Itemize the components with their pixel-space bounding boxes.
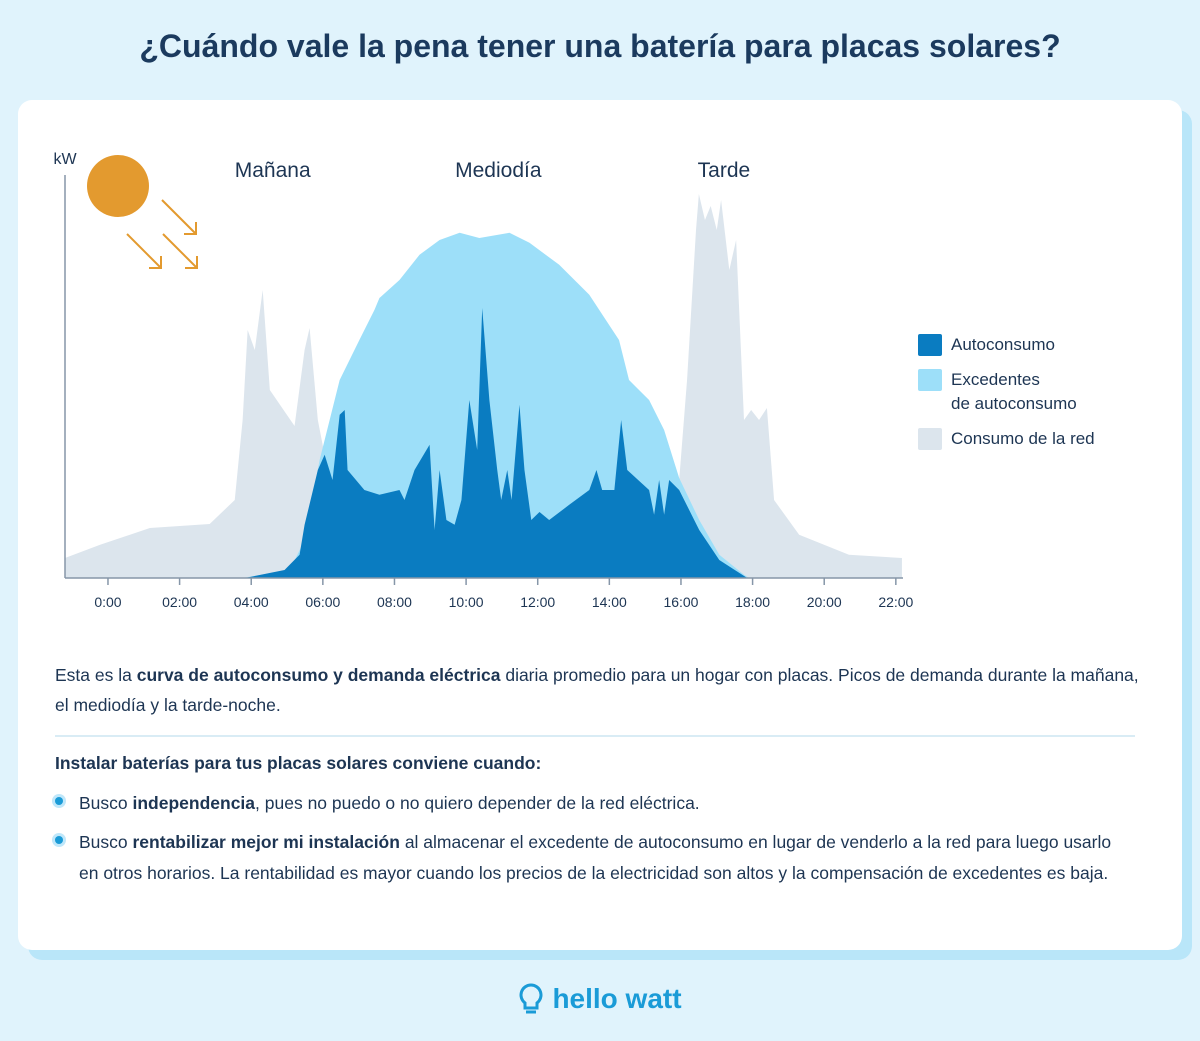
legend: Autoconsumo Excedentes de autoconsumo Cons… (918, 334, 1095, 463)
legend-label: Excedentes de autoconsumo (951, 370, 1077, 413)
bullet: Busco rentabilizar mejor mi instalación … (55, 827, 1135, 889)
text: Busco (79, 793, 133, 813)
legend-swatch (918, 334, 942, 356)
x-tick-label: 20:00 (807, 594, 842, 610)
text: Esta es la (55, 665, 137, 685)
y-axis-label: kW (53, 151, 77, 168)
x-tick-label: 0:00 (94, 594, 121, 610)
legend-swatch (918, 369, 942, 391)
x-tick-label: 08:00 (377, 594, 412, 610)
area (244, 308, 748, 578)
text: Busco (79, 832, 133, 852)
brand: hello watt (552, 983, 682, 1014)
text: diaria promedio para un hogar con placas… (55, 665, 1139, 715)
legend-label: Autoconsumo (951, 335, 1055, 354)
legend-item: Excedentes de autoconsumo (918, 369, 1095, 416)
x-tick-label: 04:00 (234, 594, 269, 610)
text: al almacenar el excedente de autoconsumo… (79, 832, 1112, 883)
chart: kW 0:00 02:00 04:00 06:00 08:00 10:00 12:00 14:… (53, 151, 913, 610)
legend-item: Consumo de la red (918, 428, 1095, 451)
annotation: Mediodía (455, 159, 542, 182)
footer: hello watt (0, 982, 1200, 1016)
x-tick-label: 16:00 (663, 594, 698, 610)
logo-icon (519, 983, 543, 1014)
list-title: Instalar baterías para tus placas solare… (55, 753, 542, 773)
x-tick-label: 06:00 (305, 594, 340, 610)
bullet-list: Busco independencia, pues no puedo o no … (55, 788, 1135, 897)
intro-text: Esta es la curva de autoconsumo y demand… (55, 660, 1145, 720)
divider (55, 735, 1135, 737)
legend-label: Consumo de la red (951, 429, 1095, 448)
page-title: ¿Cuándo vale la pena tener una batería p… (139, 28, 1061, 64)
x-tick-label: 18:00 (735, 594, 770, 610)
x-tick-label: 10:00 (449, 594, 484, 610)
area (65, 194, 902, 578)
bold-text: independencia (132, 793, 256, 813)
x-tick-label: 14:00 (592, 594, 627, 610)
bold-text: curva de autoconsumo y demanda eléctrica (136, 665, 501, 685)
bullet: Busco independencia, pues no puedo o no … (55, 788, 1135, 819)
legend-swatch (918, 428, 942, 450)
x-tick-label: 02:00 (162, 594, 197, 610)
annotation: Mañana (235, 159, 311, 182)
x-tick-label: 12:00 (520, 594, 555, 610)
annotation: Tarde (698, 159, 751, 182)
x-tick-label: 22:00 (878, 594, 913, 610)
legend-item: Autoconsumo (918, 334, 1095, 357)
text: , pues no puedo o no quiero depender de … (255, 793, 700, 813)
sun-icon (87, 155, 198, 269)
bold-text: rentabilizar mejor mi instalación (132, 832, 400, 852)
